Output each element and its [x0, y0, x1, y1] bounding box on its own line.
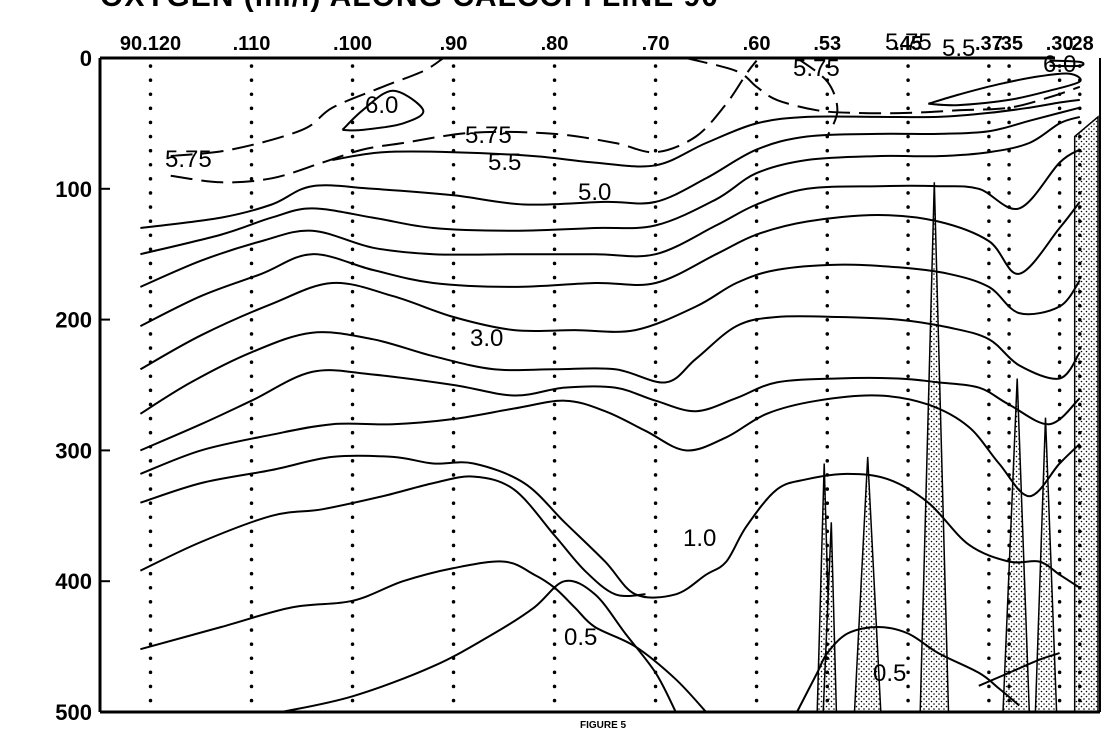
depth-tick-label: 500	[55, 700, 92, 725]
station-label: .80	[541, 33, 569, 55]
contour-line	[139, 315, 1081, 415]
contour-line	[170, 59, 758, 184]
station-label: .70	[642, 33, 670, 55]
figure-caption: FIGURE 5	[580, 720, 627, 731]
contour-line	[1049, 59, 1085, 68]
station-label: .100	[333, 33, 372, 55]
depth-tick-labels: 0 100 200 300 400 500	[55, 46, 110, 725]
contour-label: 5.0	[578, 179, 611, 206]
seafloor-shape	[1073, 115, 1099, 713]
depth-tick-label: 400	[55, 569, 92, 594]
contour-line	[796, 57, 839, 137]
contour-line	[140, 148, 1081, 288]
station-label: .53	[813, 33, 841, 55]
station-label: .28	[1066, 33, 1094, 55]
station-label: .37	[975, 33, 1003, 55]
contour-label: 5.75	[885, 29, 932, 56]
contour-line	[170, 57, 444, 158]
contour-label: 5.75	[465, 122, 512, 149]
plot-frame	[98, 56, 1101, 714]
contour-line	[140, 115, 1081, 256]
station-label: .45	[894, 33, 922, 55]
contour-line	[139, 201, 1081, 327]
station-label: .90	[440, 33, 468, 55]
seafloor-shape	[1002, 378, 1031, 713]
contour-label: 6.0	[1043, 51, 1076, 78]
contour-label: 0.5	[564, 624, 597, 651]
contour-line	[139, 475, 646, 598]
depth-tick-label: 0	[80, 46, 92, 71]
station-label: .60	[743, 33, 771, 55]
contour-line	[140, 106, 1081, 229]
station-labels: 90.120 .110 .100 .90 .80 .70 .60 .53 .45 .37.35 .3…	[120, 33, 1094, 55]
contour-line	[140, 560, 707, 713]
contour-line	[685, 57, 1081, 115]
contour-line	[140, 369, 1081, 452]
contour-line	[140, 454, 1081, 599]
contour-label: 3.0	[470, 325, 503, 352]
station-label: .30	[1046, 33, 1074, 55]
seafloor-shape	[919, 182, 950, 713]
contour-line	[281, 579, 677, 713]
contour-line	[341, 89, 425, 132]
contour-label: 5.75	[793, 55, 840, 82]
contour-line	[140, 394, 1081, 498]
contour-line	[139, 263, 1081, 371]
contour-label: 5.5	[942, 35, 975, 62]
station-label: .110	[233, 33, 271, 55]
contour-label: 6.0	[365, 92, 398, 119]
station-label: .35	[995, 33, 1023, 55]
depth-tick-label: 100	[55, 177, 92, 202]
depth-tick-label: 200	[55, 308, 92, 333]
contour-line	[978, 652, 1060, 687]
contour-label: 1.0	[683, 525, 716, 552]
contour-line	[928, 72, 1082, 107]
contour-label: 5.5	[488, 149, 521, 176]
contour-line	[332, 98, 1080, 168]
depth-tick-label: 300	[55, 438, 92, 463]
contour-label: 5.75	[165, 146, 212, 173]
station-label: 90.120	[120, 33, 181, 55]
contour-lines-layer	[139, 57, 1085, 713]
chart-title: OXYGEN (ml/l) ALONG CALCOFI LINE 90	[100, 0, 719, 14]
bathymetry-layer	[816, 115, 1099, 713]
contour-label: 0.5	[873, 660, 906, 687]
contour-labels: 6.0 5.75 5.75 5.75 5.5 5.0 3.0 1.0 0.5 0…	[165, 29, 1076, 687]
